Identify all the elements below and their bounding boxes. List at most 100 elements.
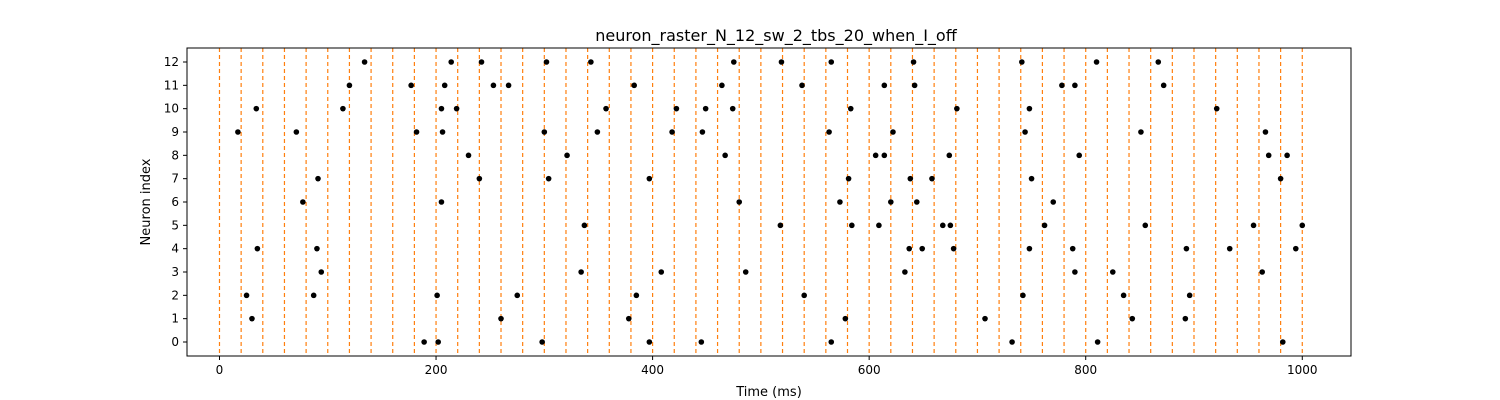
spike-point — [243, 292, 250, 299]
spike-point — [1292, 245, 1299, 252]
spike-point — [1277, 175, 1284, 182]
spike-point — [1262, 129, 1269, 135]
spike-point — [910, 59, 917, 65]
spike-point — [434, 292, 440, 299]
x-axis-ticks: 0 200 400 600 800 1000 — [216, 356, 1318, 377]
spike-point — [673, 105, 680, 112]
spike-point — [646, 175, 653, 182]
spike-point — [778, 59, 785, 65]
spike-point — [911, 82, 918, 89]
spike-point — [1226, 245, 1233, 252]
x-tick-label: 800 — [1074, 363, 1097, 377]
spike-point — [249, 315, 255, 322]
spike-point — [1259, 269, 1266, 275]
y-tick-label: 0 — [171, 335, 179, 349]
spike-point — [736, 199, 743, 205]
spike-point — [1094, 339, 1101, 345]
spike-point — [1284, 152, 1290, 159]
spike-point — [253, 105, 260, 112]
spike-point — [314, 245, 320, 252]
y-tick-label: 10 — [164, 102, 179, 116]
spike-point — [453, 105, 460, 112]
spike-point — [1026, 105, 1033, 112]
spike-point — [631, 82, 637, 89]
spike-point — [514, 292, 521, 299]
spike-point — [1120, 292, 1127, 299]
spike-point — [1050, 199, 1057, 205]
spike-point — [954, 105, 960, 112]
spike-point — [801, 292, 807, 299]
spike-point — [947, 222, 954, 229]
spike-point — [842, 315, 849, 322]
spike-point — [1279, 339, 1286, 345]
spike-point — [476, 175, 483, 182]
x-tick-label: 400 — [641, 363, 664, 377]
spike-point — [578, 269, 584, 275]
spike-point — [441, 82, 448, 89]
spike-point — [633, 292, 640, 299]
spike-point — [300, 199, 306, 205]
spike-point — [438, 199, 445, 205]
spike-point — [1299, 222, 1306, 229]
spike-point — [235, 129, 241, 135]
spike-point — [625, 315, 632, 322]
spike-point — [890, 129, 896, 135]
spike-point — [946, 152, 953, 159]
spike-point — [1109, 269, 1116, 275]
spike-point — [545, 175, 552, 182]
spike-point — [293, 129, 300, 135]
spike-point — [888, 199, 894, 205]
spike-point — [543, 59, 550, 65]
spike-point — [919, 245, 926, 252]
spike-point — [1155, 59, 1162, 65]
spike-point — [777, 222, 784, 229]
spike-point — [799, 82, 805, 89]
x-tick-label: 0 — [216, 363, 224, 377]
spike-point — [669, 129, 675, 135]
spike-point — [982, 315, 988, 322]
spike-point — [698, 339, 705, 345]
spike-point — [906, 245, 913, 252]
spike-point — [438, 105, 445, 112]
x-axis-label: Time (ms) — [735, 385, 802, 400]
spike-point — [594, 129, 601, 135]
spike-point — [837, 199, 843, 205]
spike-point — [1028, 175, 1035, 182]
y-tick-label: 3 — [171, 265, 179, 279]
y-tick-label: 12 — [164, 55, 179, 69]
spike-point — [729, 105, 736, 112]
spike-point — [1022, 129, 1028, 135]
spike-point — [539, 339, 545, 345]
spike-point — [646, 339, 653, 345]
spike-point — [1009, 339, 1015, 345]
spike-point — [699, 129, 706, 135]
chart-title: neuron_raster_N_12_sw_2_tbs_20_when_I_of… — [595, 26, 957, 46]
spike-point — [731, 59, 737, 65]
spike-point — [413, 129, 420, 135]
spike-point — [1072, 82, 1078, 89]
spike-point — [346, 82, 353, 89]
spike-point — [1076, 152, 1083, 159]
spike-point — [1138, 129, 1144, 135]
spike-point — [828, 59, 835, 65]
spike-point — [421, 339, 427, 345]
spike-point — [1142, 222, 1149, 229]
spike-point — [849, 222, 855, 229]
spike-point — [435, 339, 442, 345]
spike-point — [498, 315, 504, 322]
spike-point — [541, 129, 548, 135]
x-tick-label: 200 — [425, 363, 448, 377]
spike-point — [702, 105, 709, 112]
spike-point — [254, 245, 261, 252]
spike-point — [1020, 292, 1026, 299]
spike-point — [881, 82, 888, 89]
spike-point — [742, 269, 749, 275]
spike-point — [914, 199, 920, 205]
y-tick-label: 11 — [164, 78, 179, 92]
spike-point — [881, 152, 888, 159]
spike-point — [310, 292, 317, 299]
x-tick-label: 1000 — [1287, 363, 1318, 377]
y-tick-label: 9 — [171, 125, 179, 139]
